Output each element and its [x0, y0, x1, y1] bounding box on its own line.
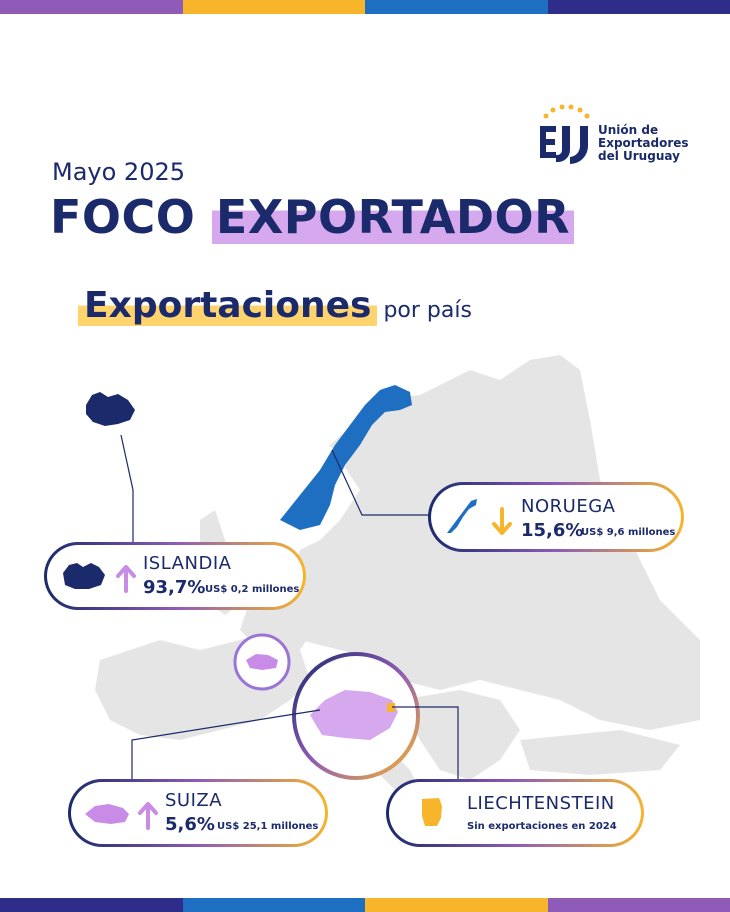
card-noruega: NORUEGA 15,6% US$ 9,6 millones — [428, 482, 684, 552]
suiza-name: SUIZA — [165, 790, 223, 811]
suiza-pct: 5,6% — [165, 814, 215, 835]
subtitle: Exportaciones por país — [78, 285, 472, 326]
suiza-amount: US$ 25,1 millones — [217, 821, 319, 832]
switzerland-small-shape — [246, 654, 278, 670]
logo-line-2: Exportadores — [598, 136, 689, 150]
iceland-shape — [86, 392, 135, 426]
card-suiza: SUIZA 5,6% US$ 25,1 millones — [68, 779, 328, 847]
noruega-pct: 15,6% — [521, 520, 584, 541]
iceland-card-icon — [63, 563, 105, 589]
norway-card-icon — [447, 499, 477, 533]
switzerland-zoom-shape — [310, 690, 398, 740]
subtitle-main: Exportaciones — [78, 285, 378, 326]
uex-logo-icon — [540, 104, 590, 164]
page-title: FOCO EXPORTADOR — [50, 190, 575, 244]
liechtenstein-marker — [387, 703, 395, 712]
logo-line-1: Unión de — [598, 123, 659, 137]
up-arrow-icon — [138, 802, 158, 830]
liechtenstein-name: LIECHTENSTEIN — [467, 793, 615, 814]
month-label: Mayo 2025 — [52, 158, 186, 186]
up-arrow-icon — [116, 565, 136, 593]
logo-line-3: del Uruguay — [598, 149, 680, 163]
card-liechtenstein: LIECHTENSTEIN Sin exportaciones en 2024 — [386, 779, 644, 847]
title-part-a: FOCO — [50, 190, 196, 244]
title-part-b: EXPORTADOR — [211, 190, 575, 244]
bottom-color-stripe — [0, 898, 730, 912]
noruega-name: NORUEGA — [521, 496, 616, 517]
card-islandia: ISLANDIA 93,7% US$ 0,2 millones — [44, 542, 306, 610]
connector-liechtenstein — [392, 706, 459, 782]
europe-map — [86, 355, 700, 800]
islandia-amount: US$ 0,2 millones — [205, 584, 300, 595]
subtitle-small: por país — [383, 298, 472, 323]
islandia-pct: 93,7% — [143, 577, 206, 598]
islandia-name: ISLANDIA — [143, 553, 232, 574]
connector-noruega — [331, 449, 432, 516]
switzerland-card-icon — [85, 804, 129, 824]
norway-shape — [280, 385, 412, 530]
liechtenstein-note: Sin exportaciones en 2024 — [467, 821, 617, 832]
connector-islandia — [120, 434, 134, 545]
noruega-amount: US$ 9,6 millones — [581, 527, 676, 538]
uex-logo: Unión de Exportadores del Uruguay — [536, 100, 716, 170]
down-arrow-icon — [492, 507, 512, 535]
top-color-stripe — [0, 0, 730, 14]
liechtenstein-card-icon — [422, 798, 442, 826]
connector-suiza — [131, 709, 321, 782]
